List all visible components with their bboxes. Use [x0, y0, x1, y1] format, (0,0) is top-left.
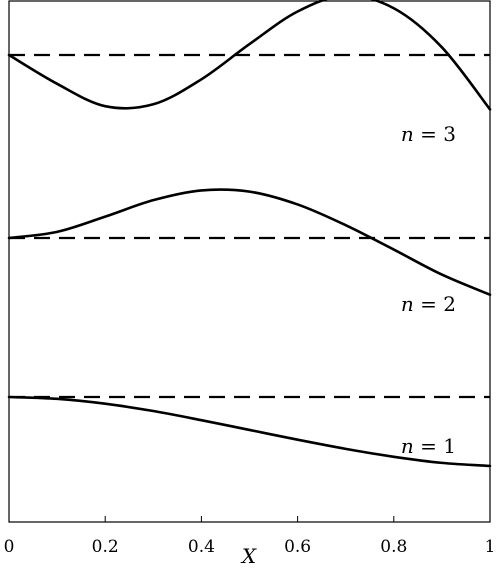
x-tick-label-0.2: 0.2 — [92, 537, 119, 557]
series-curve-n3 — [7, 0, 492, 111]
series-label-eq: = 1 — [414, 434, 456, 458]
series-label-eq: = 3 — [414, 122, 456, 146]
x-tick-label-1: 1 — [485, 537, 496, 557]
series-curve-n2 — [7, 188, 492, 297]
series-label-n2: n = 2 — [401, 292, 456, 316]
series-label-eq: = 2 — [414, 292, 456, 316]
series-labels: n = 1n = 2n = 3 — [401, 122, 456, 458]
series-curve-n1 — [7, 395, 492, 468]
x-axis-label: X — [240, 544, 257, 568]
x-tick-label-0.4: 0.4 — [188, 537, 215, 557]
series-curves — [7, 0, 492, 468]
series-label-n3: n = 3 — [401, 122, 456, 146]
x-tick-label-0.6: 0.6 — [284, 537, 311, 557]
series-label-var: n — [401, 434, 414, 458]
series-label-var: n — [401, 122, 414, 146]
baselines — [9, 53, 490, 399]
series-label-n1: n = 1 — [401, 434, 456, 458]
x-axis: 0 0.2 0.4 0.6 0.8 1 — [4, 516, 496, 557]
x-tick-label-0.8: 0.8 — [380, 537, 407, 557]
x-tick-label-0: 0 — [4, 537, 15, 557]
series-label-var: n — [401, 292, 414, 316]
plot-frame — [8, 0, 491, 523]
